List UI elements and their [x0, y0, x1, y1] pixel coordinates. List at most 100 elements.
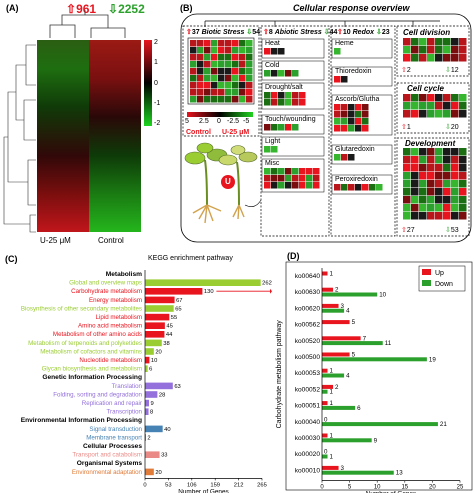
pathway-label: Transcription [106, 409, 142, 416]
group-label: Organismal Systems [77, 460, 143, 467]
heat-cell [355, 118, 362, 125]
pathway-bar [145, 339, 162, 347]
heat-cell [197, 82, 204, 89]
series-bar-down [322, 357, 427, 362]
heat-cell [403, 180, 411, 188]
pathway-label: Biosynthesis of other secondary metaboli… [21, 305, 142, 312]
bar-value-label: 28 [159, 392, 165, 398]
bar-value-label: 262 [262, 281, 272, 287]
heat-cell [190, 89, 197, 96]
redox-box [331, 94, 393, 136]
heat-cell [218, 61, 225, 68]
pathway-bar [145, 288, 203, 295]
heat-cell [264, 70, 271, 77]
category-label: ko00640 [295, 273, 321, 280]
heat-cell [451, 172, 459, 180]
heat-cell [443, 172, 451, 180]
heat-cell [239, 89, 246, 96]
heat-cell [292, 168, 299, 175]
heat-cell [427, 54, 435, 62]
uranium-plant-illustration [218, 145, 258, 220]
heat-cell [278, 175, 285, 182]
heat-cell [419, 196, 427, 204]
heat-cell [451, 156, 459, 164]
pathway-bar [145, 279, 261, 286]
scale-tick: 0 [217, 118, 221, 125]
heat-cell [285, 70, 292, 77]
series-bar-down [322, 389, 328, 394]
heat-cell [403, 148, 411, 156]
heat-cell [197, 75, 204, 82]
heat-cell [246, 75, 253, 82]
heat-cell [443, 156, 451, 164]
heat-cell [459, 110, 467, 118]
bar-value-label: 9 [374, 437, 378, 444]
bar-value-label: 7 [363, 335, 367, 342]
pathway-bar [145, 356, 150, 364]
heat-cell [211, 68, 218, 75]
heat-cell [427, 188, 435, 196]
heat-cell [403, 188, 411, 196]
heat-cell [271, 99, 278, 106]
bar-value-label: 20 [155, 470, 161, 476]
heat-cell [376, 184, 383, 191]
heat-cell [459, 212, 467, 220]
heat-cell [285, 99, 292, 106]
cell-cycle-up: ⇧1 [401, 124, 411, 131]
pathway-label: Environmental adaptation [72, 469, 143, 476]
heat-cell [211, 47, 218, 54]
category-label: ko00520 [295, 338, 321, 345]
heat-cell [264, 175, 271, 182]
heat-cell [443, 212, 451, 220]
panel-d-label: (D) [287, 251, 300, 261]
pathway-bar [145, 348, 154, 355]
heatmap-u25-column [37, 40, 89, 232]
heat-cell [459, 188, 467, 196]
x-tick-label: 212 [234, 482, 244, 488]
pathway-bar [145, 296, 175, 304]
heat-cell [443, 204, 451, 212]
redox-item-label: Heme [335, 40, 354, 47]
bar-value-label: 1 [330, 389, 334, 396]
redox-box [331, 38, 393, 59]
heat-cell [334, 111, 341, 118]
series-bar-up [322, 401, 328, 406]
heat-cell [451, 204, 459, 212]
heat-cell [348, 111, 355, 118]
category-label: ko00053 [295, 370, 321, 377]
heat-cell [232, 82, 239, 89]
bar-value-label: 0 [324, 416, 328, 423]
bar-value-label: 2 [147, 435, 150, 441]
pathway-label: Metabolism of other amino acids [53, 331, 142, 338]
bar-value-label: 3 [341, 303, 345, 310]
panel-a: (A) ⇧961 ⇩2252 [0, 0, 175, 245]
pathway-label: Global and overview maps [69, 280, 142, 287]
heat-cell [435, 148, 443, 156]
control-label: Control [186, 129, 211, 136]
heat-cell [459, 196, 467, 204]
heat-cell [443, 188, 451, 196]
heat-cell [271, 124, 278, 131]
heat-cell [204, 89, 211, 96]
legend-label: Down [435, 281, 453, 288]
heat-cell [218, 40, 225, 47]
pathway-label: Lipid metabolism [96, 314, 142, 321]
heat-cell [419, 188, 427, 196]
heat-cell [435, 172, 443, 180]
heat-cell [313, 175, 320, 182]
down-count: ⇩2252 [108, 2, 145, 16]
pathway-label: Amino acid metabolism [78, 323, 142, 330]
heat-cell [190, 40, 197, 47]
bar-value-label: 21 [440, 421, 447, 428]
heat-cell [341, 125, 348, 132]
bar-value-label: 0 [324, 449, 328, 456]
heat-cell [459, 38, 467, 46]
heat-cell [443, 164, 451, 172]
abiotic-stress-header: ⇧8 Abiotic Stress ⇩44 [263, 29, 338, 36]
heat-cell [299, 99, 306, 106]
redox-box [331, 66, 393, 87]
heat-cell [218, 89, 225, 96]
heat-cell [197, 54, 204, 61]
heat-cell [427, 110, 435, 118]
redox-header: ⇧10 Redox ⇩23 [337, 29, 390, 36]
